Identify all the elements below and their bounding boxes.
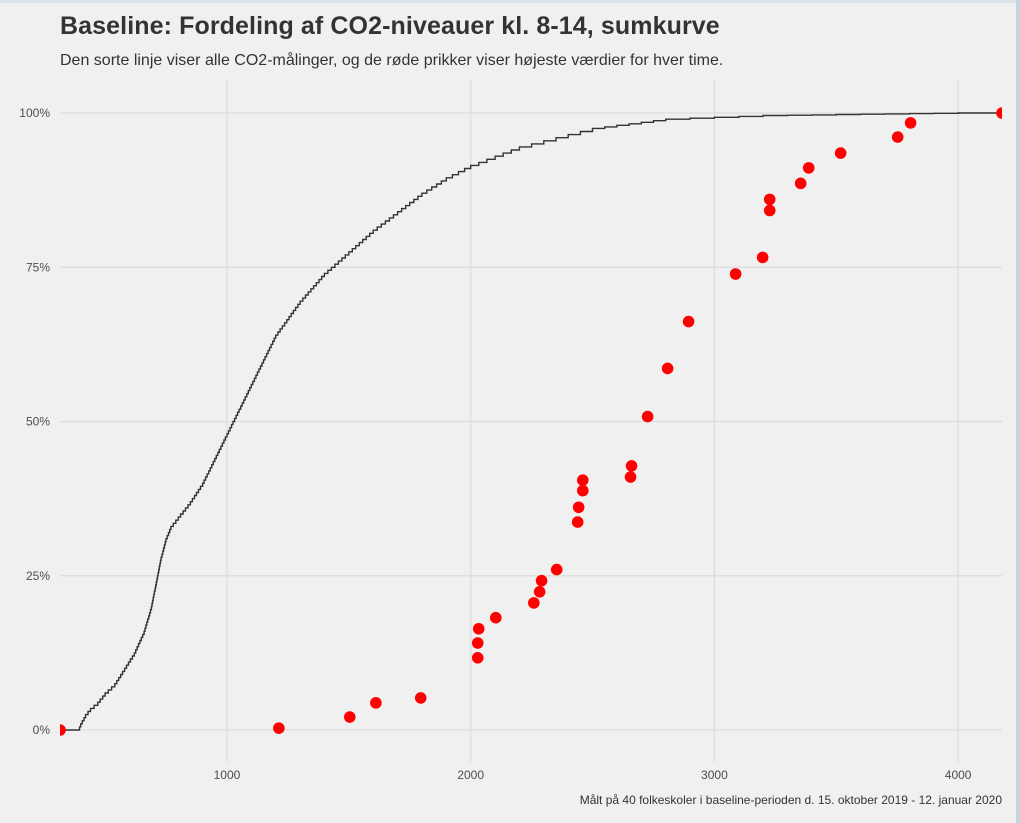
hourly-max-point xyxy=(834,147,847,159)
y-tick-label: 50% xyxy=(26,415,50,429)
hourly-max-point xyxy=(756,251,769,264)
hourly-max-point xyxy=(729,268,742,280)
hourly-max-point xyxy=(471,652,484,664)
hourly-max-point xyxy=(471,637,484,649)
hourly-max-point xyxy=(533,585,546,598)
hourly-max-point xyxy=(763,204,776,217)
y-tick-label: 75% xyxy=(26,260,50,274)
chart-subtitle: Den sorte linje viser alle CO2-målinger,… xyxy=(60,52,724,69)
hourly-max-point xyxy=(891,131,904,143)
x-tick-label: 2000 xyxy=(457,768,484,782)
x-tick-label: 1000 xyxy=(214,768,241,782)
hourly-max-point xyxy=(370,697,382,709)
hourly-max-point xyxy=(273,722,285,734)
y-tick-label: 25% xyxy=(26,569,50,583)
hourly-max-point xyxy=(572,501,585,514)
x-tick-label: 4000 xyxy=(945,768,972,782)
hourly-max-point xyxy=(904,117,917,129)
hourly-max-point xyxy=(625,460,638,472)
hourly-max-point xyxy=(489,611,502,624)
hourly-max-point xyxy=(576,474,589,486)
grid-layer xyxy=(60,80,1002,762)
max-points-layer xyxy=(60,107,1002,736)
hourly-max-point xyxy=(641,410,654,423)
hourly-max-point xyxy=(576,484,589,497)
hourly-max-point xyxy=(528,597,540,609)
hourly-max-point xyxy=(60,724,66,736)
y-tick-label: 100% xyxy=(19,106,50,120)
chart-title: Baseline: Fordeling af CO2-niveauer kl. … xyxy=(60,12,720,40)
hourly-max-point xyxy=(550,563,563,576)
window-top-border xyxy=(0,0,1020,3)
hourly-max-point xyxy=(763,193,776,206)
hourly-max-point xyxy=(996,107,1002,119)
hourly-max-point xyxy=(571,516,584,528)
hourly-max-point xyxy=(794,177,807,190)
hourly-max-point xyxy=(682,315,695,328)
tick-label-layer: 0% 25% 50% 75% 100% 1000 2000 3000 4000 xyxy=(19,106,972,782)
y-tick-label: 0% xyxy=(33,723,51,737)
cumulative-distribution-line xyxy=(60,112,1002,731)
x-tick-label: 3000 xyxy=(701,768,728,782)
hourly-max-point xyxy=(535,574,548,587)
hourly-max-point xyxy=(414,692,427,704)
window-right-border xyxy=(1016,0,1020,823)
hourly-max-point xyxy=(661,362,674,375)
chart-caption: Målt på 40 folkeskoler i baseline-period… xyxy=(579,793,1002,807)
hourly-max-point xyxy=(343,711,356,723)
hourly-max-point xyxy=(472,623,485,635)
hourly-max-point xyxy=(624,471,637,483)
cumulative-line-layer xyxy=(60,112,1002,731)
hourly-max-point xyxy=(802,162,815,174)
